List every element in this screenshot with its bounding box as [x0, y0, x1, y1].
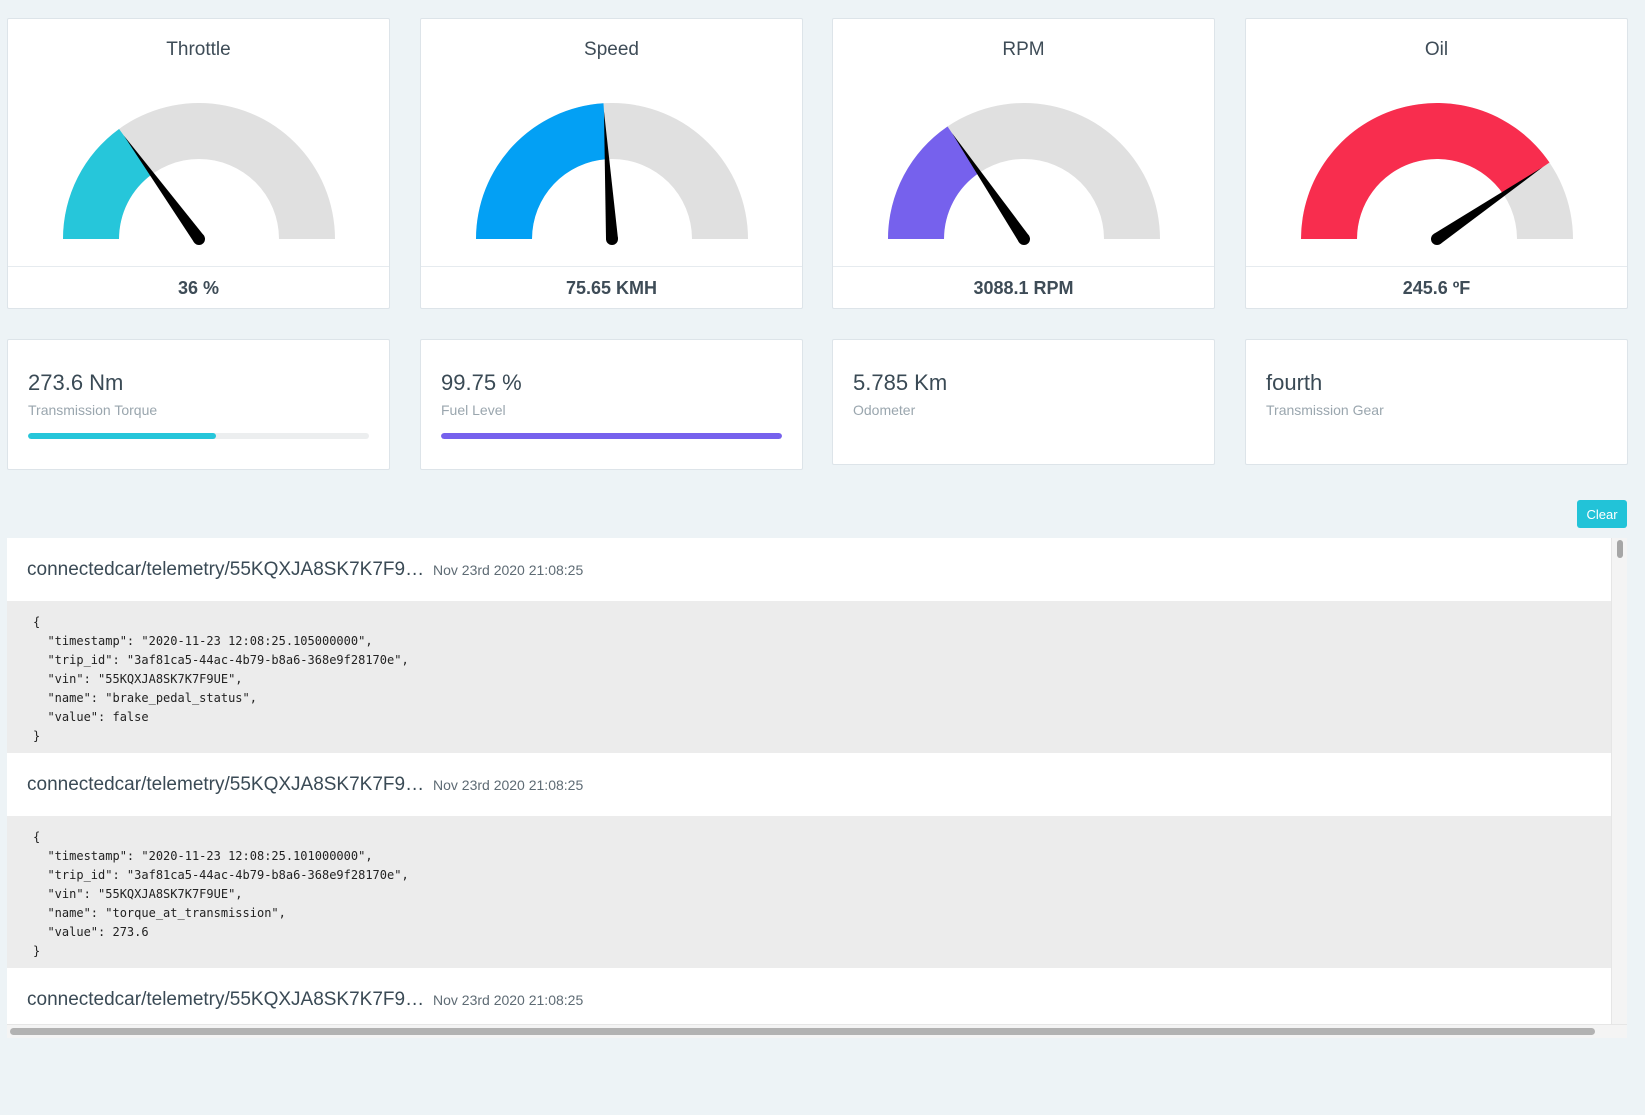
stat-card-gear: fourth Transmission Gear	[1245, 339, 1628, 465]
stat-label: Transmission Gear	[1266, 402, 1384, 418]
stat-card-fuel: 99.75 % Fuel Level	[420, 339, 803, 470]
stat-value: fourth	[1266, 370, 1323, 395]
log-topic: connectedcar/telemetry/55KQXJA8SK7K7F9UE…	[27, 558, 425, 580]
log-entry-header[interactable]: connectedcar/telemetry/55KQXJA8SK7K7F9UE…	[7, 538, 1611, 601]
log-entry-header[interactable]: connectedcar/telemetry/55KQXJA8SK7K7F9UE…	[7, 753, 1611, 816]
oil-gauge	[1300, 103, 1573, 245]
gauge-needle-hub	[192, 233, 205, 245]
torque-progress-fill	[28, 433, 216, 439]
gauge-value: 3088.1 RPM	[833, 266, 1214, 308]
throttle-gauge	[62, 103, 335, 245]
gauge-value-arc	[1300, 103, 1549, 239]
gauge-needle	[123, 135, 204, 243]
clear-button[interactable]: Clear	[1577, 500, 1627, 528]
stat-value: 5.785 Km	[853, 370, 948, 395]
gauge-value-arc	[887, 126, 979, 239]
gauge-title: Throttle	[166, 39, 231, 60]
stat-label: Transmission Torque	[28, 402, 158, 418]
log-payload: { "timestamp": "2020-11-23 12:08:25.1010…	[7, 816, 1611, 968]
stat-card-torque: 273.6 Nm Transmission Torque	[7, 339, 390, 470]
gauge-value-arc	[475, 103, 607, 239]
log-topic: connectedcar/telemetry/55KQXJA8SK7K7F9UE…	[27, 773, 425, 795]
horizontal-scrollbar[interactable]	[7, 1024, 1627, 1038]
gauge-track-arc	[62, 103, 335, 239]
gauge-track-arc	[887, 103, 1160, 239]
gauge-needle	[1433, 167, 1543, 244]
gauge-value: 75.65 KMH	[421, 266, 802, 308]
fuel-progress-fill	[441, 433, 782, 439]
vertical-scrollbar[interactable]	[1611, 538, 1627, 1024]
log-entry-header[interactable]: connectedcar/telemetry/55KQXJA8SK7K7F9UE…	[7, 968, 1611, 1024]
stat-value: 99.75 %	[441, 370, 522, 395]
gauge-needle-hub	[1430, 233, 1443, 245]
gauge-card-rpm: RPM 3088.1 RPM	[832, 18, 1215, 309]
gauge-card-speed: Speed 75.65 KMH	[420, 18, 803, 309]
gauge-needle-hub	[605, 233, 618, 245]
gauge-value: 245.6 ºF	[1246, 266, 1627, 308]
log-topic: connectedcar/telemetry/55KQXJA8SK7K7F9UE…	[27, 988, 425, 1010]
stat-label: Odometer	[853, 402, 916, 418]
vertical-scroll-thumb[interactable]	[1617, 540, 1623, 558]
rpm-gauge	[887, 103, 1160, 245]
progress-track	[441, 433, 782, 439]
gauge-title: Oil	[1424, 39, 1449, 60]
gauge-title: RPM	[1002, 39, 1045, 60]
gauge-card-oil: Oil 245.6 ºF	[1245, 18, 1628, 309]
gauge-needle	[951, 133, 1029, 243]
gauge-card-throttle: Throttle 36 %	[7, 18, 390, 309]
gauge-value-arc	[62, 128, 152, 239]
log-timestamp: Nov 23rd 2020 21:08:25	[433, 991, 584, 1008]
message-log[interactable]: connectedcar/telemetry/55KQXJA8SK7K7F9UE…	[7, 538, 1611, 1024]
stat-label: Fuel Level	[441, 402, 506, 418]
stat-value: 273.6 Nm	[28, 370, 124, 395]
log-timestamp: Nov 23rd 2020 21:08:25	[433, 776, 584, 793]
stat-card-odometer: 5.785 Km Odometer	[832, 339, 1215, 465]
gauge-title: Speed	[584, 39, 639, 60]
gauge-value: 36 %	[8, 266, 389, 308]
gauge-needle-hub	[1017, 233, 1030, 245]
progress-track	[28, 433, 369, 439]
log-timestamp: Nov 23rd 2020 21:08:25	[433, 561, 584, 578]
speed-gauge	[475, 103, 748, 245]
horizontal-scroll-thumb[interactable]	[10, 1028, 1595, 1035]
log-payload: { "timestamp": "2020-11-23 12:08:25.1050…	[7, 601, 1611, 753]
gauge-needle	[603, 111, 618, 240]
